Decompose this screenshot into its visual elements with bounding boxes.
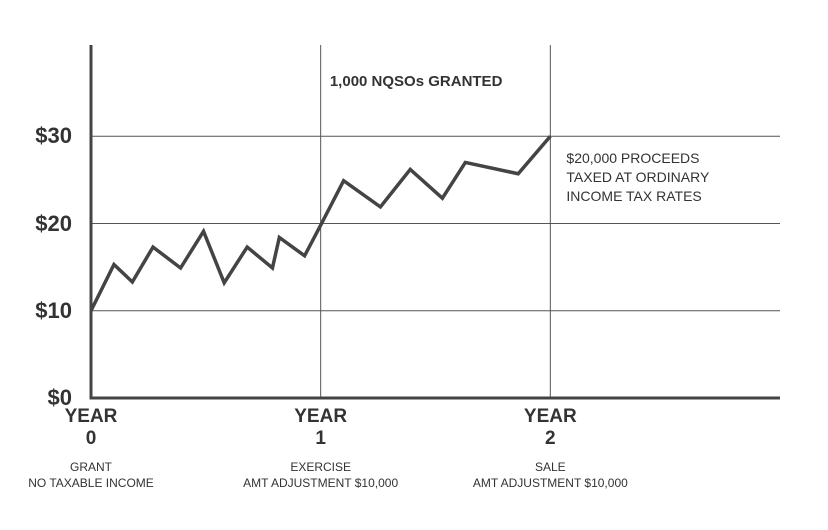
annotation: 1,000 NQSOs GRANTED bbox=[329, 72, 503, 90]
x-tick-caption: SALE AMT ADJUSTMENT $10,000 bbox=[472, 460, 628, 490]
price-line bbox=[89, 135, 552, 312]
annotation: $20,000 PROCEEDS TAXED AT ORDINARY INCOM… bbox=[566, 150, 710, 205]
y-tick-label: $10 bbox=[35, 297, 72, 323]
y-tick-label: $20 bbox=[35, 210, 72, 236]
x-tick-label: YEAR 0 bbox=[64, 406, 118, 449]
x-tick-caption: EXERCISE AMT ADJUSTMENT $10,000 bbox=[243, 460, 399, 490]
x-tick-label: YEAR 2 bbox=[523, 406, 577, 449]
y-tick-label: $30 bbox=[35, 123, 72, 149]
x-tick-caption: GRANT NO TAXABLE INCOME bbox=[28, 460, 154, 490]
y-tick-label: $0 bbox=[47, 385, 72, 410]
x-tick-label: YEAR 1 bbox=[294, 406, 348, 449]
